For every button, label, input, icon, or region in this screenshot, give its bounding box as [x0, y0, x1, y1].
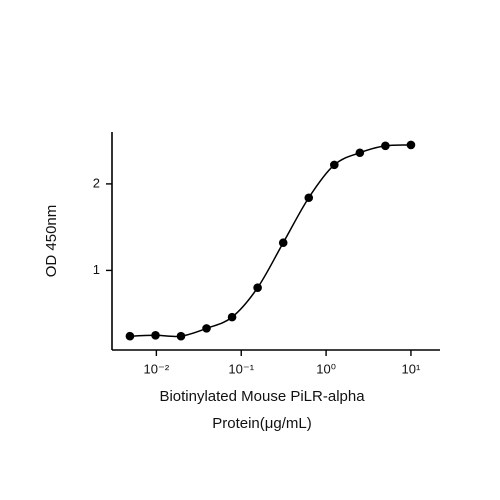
- data-point: [381, 141, 390, 151]
- data-point: [278, 238, 288, 248]
- data-point: [253, 283, 262, 293]
- data-point: [125, 331, 135, 341]
- x-axis-label: Protein(μg/mL): [212, 415, 312, 432]
- data-point: [151, 330, 160, 340]
- x-tick-label: 10⁻²: [144, 361, 170, 376]
- data-point: [355, 148, 365, 158]
- data-point: [330, 160, 339, 170]
- x-tick-label: 10⁻¹: [228, 361, 254, 376]
- y-tick-label: 1: [93, 262, 100, 277]
- x-axis-label: Biotinylated Mouse PiLR-alpha: [159, 388, 365, 405]
- fit-curve: [129, 144, 411, 338]
- data-point: [304, 193, 314, 203]
- y-axis-label: OD 450nm: [43, 205, 60, 278]
- data-point: [176, 331, 186, 341]
- x-tick-label: 10⁰: [316, 361, 336, 376]
- y-tick-label: 2: [93, 175, 100, 190]
- data-point: [406, 140, 416, 150]
- data-point: [202, 324, 211, 333]
- data-point: [227, 312, 237, 322]
- x-tick-label: 10¹: [402, 361, 421, 376]
